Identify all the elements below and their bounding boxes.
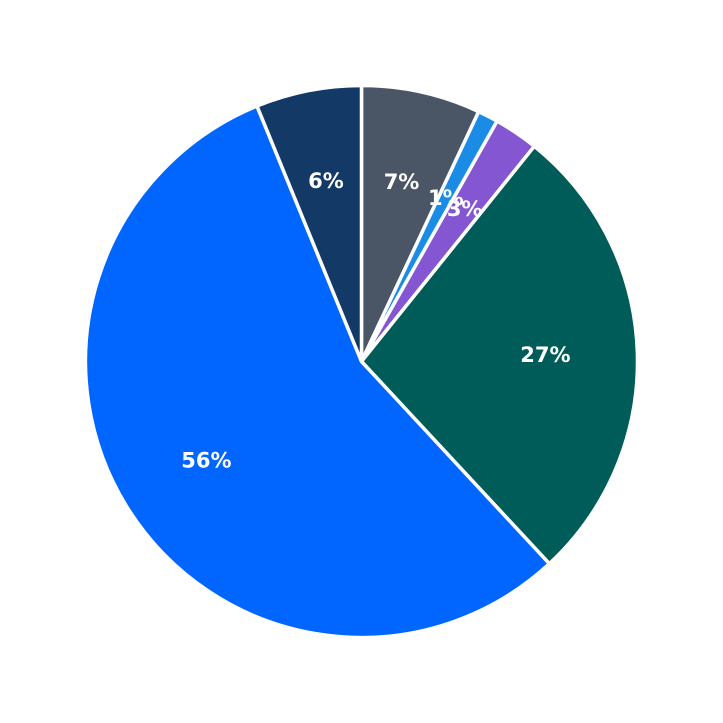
pie-slice-label-0: 7%: [384, 170, 420, 194]
pie-slice-label-2: 3%: [447, 197, 483, 221]
pie-slice-4: [83, 104, 552, 640]
pie-labels: 7% 1%3% 27% 56% 6%: [181, 169, 570, 473]
pie-slice-label-3: 27%: [520, 343, 570, 367]
pie-slice-5: [255, 83, 364, 364]
pie-slice-label-1: 1%: [428, 186, 464, 210]
pie-slice-0: [359, 83, 481, 364]
pie-slices: [83, 83, 640, 640]
pie-slice-label-5: 6%: [308, 169, 344, 193]
pie-slice-3: [359, 144, 640, 566]
pie-slice-label-4: 56%: [181, 449, 231, 473]
